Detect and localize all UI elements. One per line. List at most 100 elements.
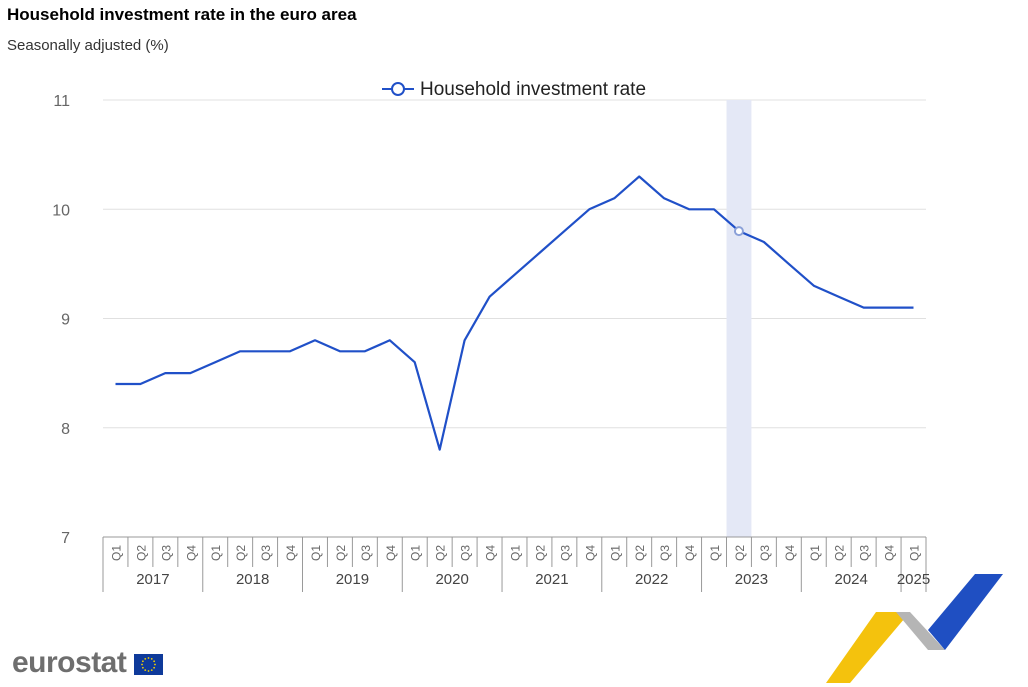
ribbon-blue: [928, 574, 1003, 650]
x-quarter-label: Q4: [484, 545, 498, 561]
x-quarter-label: Q4: [284, 545, 298, 561]
x-quarter-label: Q1: [608, 545, 622, 561]
data-point[interactable]: [586, 206, 592, 212]
series-household-investment-rate[interactable]: [112, 173, 916, 452]
data-point[interactable]: [661, 195, 667, 201]
x-year-label-2018: 2018: [236, 571, 269, 588]
data-point[interactable]: [886, 305, 892, 311]
eu-flag-star: [150, 669, 153, 672]
data-point[interactable]: [412, 359, 418, 365]
data-point[interactable]: [262, 348, 268, 354]
x-quarter-label: Q4: [783, 545, 797, 561]
eu-flag-star: [141, 666, 144, 669]
data-point[interactable]: [861, 305, 867, 311]
highlight-band: [726, 100, 752, 537]
x-quarter-label: Q2: [234, 545, 248, 561]
x-year-label-2017: 2017: [136, 571, 169, 588]
x-quarter-label: Q4: [384, 545, 398, 561]
data-point[interactable]: [337, 348, 343, 354]
eu-flag-star: [141, 663, 143, 666]
x-quarter-label: Q1: [808, 545, 822, 561]
x-axis: Q1 Q2 Q3 Q4 Q1 Q2 Q3 Q4 Q1 Q2 Q3 Q4 Q1 Q2 Q3 Q4 Q1 Q2 Q3 Q4…: [102, 536, 930, 592]
legend[interactable]: Household investment rate: [382, 79, 646, 100]
x-quarter-label: Q3: [159, 545, 173, 561]
ribbon-yellow: [826, 612, 910, 683]
y-tick-label-9: 9: [61, 312, 70, 329]
x-quarter-label: Q1: [708, 545, 722, 561]
x-quarter-label: Q1: [309, 545, 323, 561]
data-point[interactable]: [387, 337, 393, 343]
x-quarter-label: Q1: [908, 545, 922, 561]
x-quarter-label: Q1: [509, 545, 523, 561]
x-quarter-label: Q2: [733, 545, 747, 561]
x-quarter-label: Q2: [533, 545, 547, 561]
x-year-label-2024: 2024: [834, 571, 867, 588]
data-point[interactable]: [487, 294, 493, 300]
x-quarter-label: Q4: [184, 545, 198, 561]
grid-lines: [103, 99, 926, 429]
x-quarter-label: Q1: [209, 545, 223, 561]
data-point[interactable]: [512, 272, 518, 278]
data-point[interactable]: [536, 250, 542, 256]
data-point[interactable]: [287, 348, 293, 354]
data-point[interactable]: [437, 447, 443, 453]
y-tick-label-7: 7: [61, 530, 70, 547]
x-quarter-label: Q4: [883, 545, 897, 561]
x-quarter-label: Q2: [833, 545, 847, 561]
data-point[interactable]: [761, 239, 767, 245]
eu-flag-star: [153, 660, 156, 663]
x-quarter-label: Q4: [683, 545, 697, 561]
y-tick-label-11: 11: [53, 93, 70, 110]
data-point[interactable]: [636, 173, 642, 179]
data-point[interactable]: [462, 337, 468, 343]
highlight-band-rect: [726, 100, 752, 537]
data-point[interactable]: [212, 359, 218, 365]
eurostat-logo-text: eurostat: [12, 646, 127, 679]
data-point[interactable]: [686, 206, 692, 212]
data-point[interactable]: [836, 294, 842, 300]
eu-flag-icon: [134, 654, 163, 675]
eu-flag-star: [150, 657, 153, 660]
data-point[interactable]: [611, 195, 617, 201]
y-tick-label-8: 8: [61, 421, 70, 438]
x-quarter-label: Q3: [558, 545, 572, 561]
data-point[interactable]: [312, 337, 318, 343]
chart-title: Household investment rate in the euro ar…: [7, 5, 357, 24]
x-quarter-label: Q3: [459, 545, 473, 561]
ribbon-logo: [826, 574, 1003, 683]
x-year-label-2021: 2021: [535, 571, 568, 588]
data-point[interactable]: [811, 283, 817, 289]
x-quarter-label: Q2: [134, 545, 148, 561]
legend-label: Household investment rate: [420, 79, 646, 100]
x-year-label-2022: 2022: [635, 571, 668, 588]
data-point[interactable]: [362, 348, 368, 354]
eu-flag-star: [141, 660, 144, 663]
data-point[interactable]: [162, 370, 168, 376]
x-year-label-2023: 2023: [735, 571, 768, 588]
eu-flag-star: [144, 669, 147, 672]
x-quarter-label: Q2: [334, 545, 348, 561]
x-quarter-label: Q3: [359, 545, 373, 561]
data-point[interactable]: [187, 370, 193, 376]
chart-subtitle: Seasonally adjusted (%): [7, 37, 169, 54]
data-point[interactable]: [112, 381, 118, 387]
x-quarter-label: Q1: [409, 545, 423, 561]
series-line[interactable]: [115, 175, 914, 451]
data-point[interactable]: [237, 348, 243, 354]
data-point[interactable]: [711, 206, 717, 212]
legend-marker-circle: [391, 82, 405, 96]
x-year-label-2019: 2019: [336, 571, 369, 588]
eu-flag-star: [147, 657, 150, 659]
x-quarter-label: Q3: [858, 545, 872, 561]
data-point[interactable]: [911, 305, 917, 311]
data-point[interactable]: [786, 261, 792, 267]
x-quarter-label: Q3: [259, 545, 273, 561]
eu-flag-star: [154, 663, 156, 666]
data-point[interactable]: [561, 228, 567, 234]
x-quarter-label: Q3: [658, 545, 672, 561]
eu-flag-star: [147, 670, 150, 672]
data-point[interactable]: [137, 381, 143, 387]
x-year-label-2025: 2025: [897, 571, 930, 588]
data-point[interactable]: [733, 226, 744, 237]
